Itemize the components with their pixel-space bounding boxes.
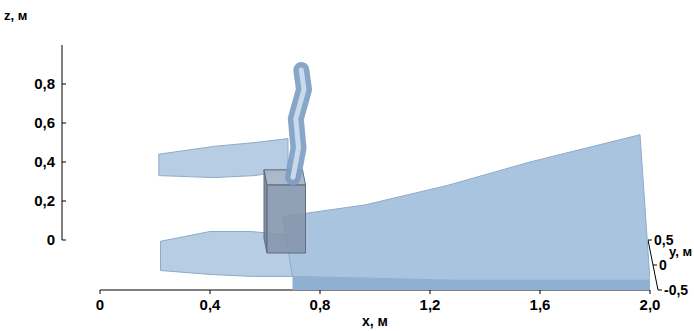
plot-area: [159, 70, 650, 290]
x-tick-label: 2,0: [640, 296, 661, 313]
water-surface: [283, 135, 651, 281]
z-tick: [62, 123, 66, 124]
x-tick: [540, 290, 541, 294]
y-tick-label: 0: [659, 257, 667, 273]
chart: 0 0,4 0,8 1,2 1,6 2,0 x, м 0 0,2 0,4 0,6 0,8 z, м -0,…: [0, 0, 694, 331]
z-tick-label: 0: [47, 231, 55, 248]
z-tick: [62, 84, 66, 85]
x-tick-label: 1,2: [420, 296, 441, 313]
x-tick-label: 0,8: [310, 296, 331, 313]
splash: [293, 70, 304, 177]
z-tick: [62, 201, 66, 202]
x-tick: [320, 290, 321, 294]
splash-highlight: [293, 70, 304, 177]
water-front: [293, 276, 651, 290]
y-tick: [653, 265, 657, 266]
x-tick-label: 0,4: [200, 296, 222, 313]
y-tick: [658, 290, 662, 291]
y-axis-label: y, м: [669, 244, 692, 259]
y-tick-label: -0,5: [664, 282, 688, 298]
obstacle-front: [267, 185, 306, 253]
z-tick: [62, 240, 66, 241]
z-tick-label: 0,8: [34, 75, 55, 92]
z-tick-label: 0,6: [34, 114, 55, 131]
x-tick: [210, 290, 211, 294]
z-axis-line: [62, 45, 63, 240]
x-tick-label: 1,6: [530, 296, 551, 313]
y-tick: [648, 240, 652, 241]
x-axis-label: x, м: [362, 313, 388, 329]
z-tick-label: 0,2: [34, 192, 55, 209]
z-tick-label: 0,4: [34, 153, 56, 170]
axes: 0 0,4 0,8 1,2 1,6 2,0 x, м 0 0,2 0,4 0,6 0,8 z, м -0,…: [4, 8, 692, 329]
z-tick: [62, 162, 66, 163]
z-axis-label: z, м: [4, 8, 27, 23]
x-tick: [430, 290, 431, 294]
page: {"chart_data": { "type": "surface", "x_l…: [0, 0, 694, 331]
x-tick: [100, 290, 101, 294]
x-tick-label: 0: [96, 296, 104, 313]
x-tick: [650, 290, 651, 294]
